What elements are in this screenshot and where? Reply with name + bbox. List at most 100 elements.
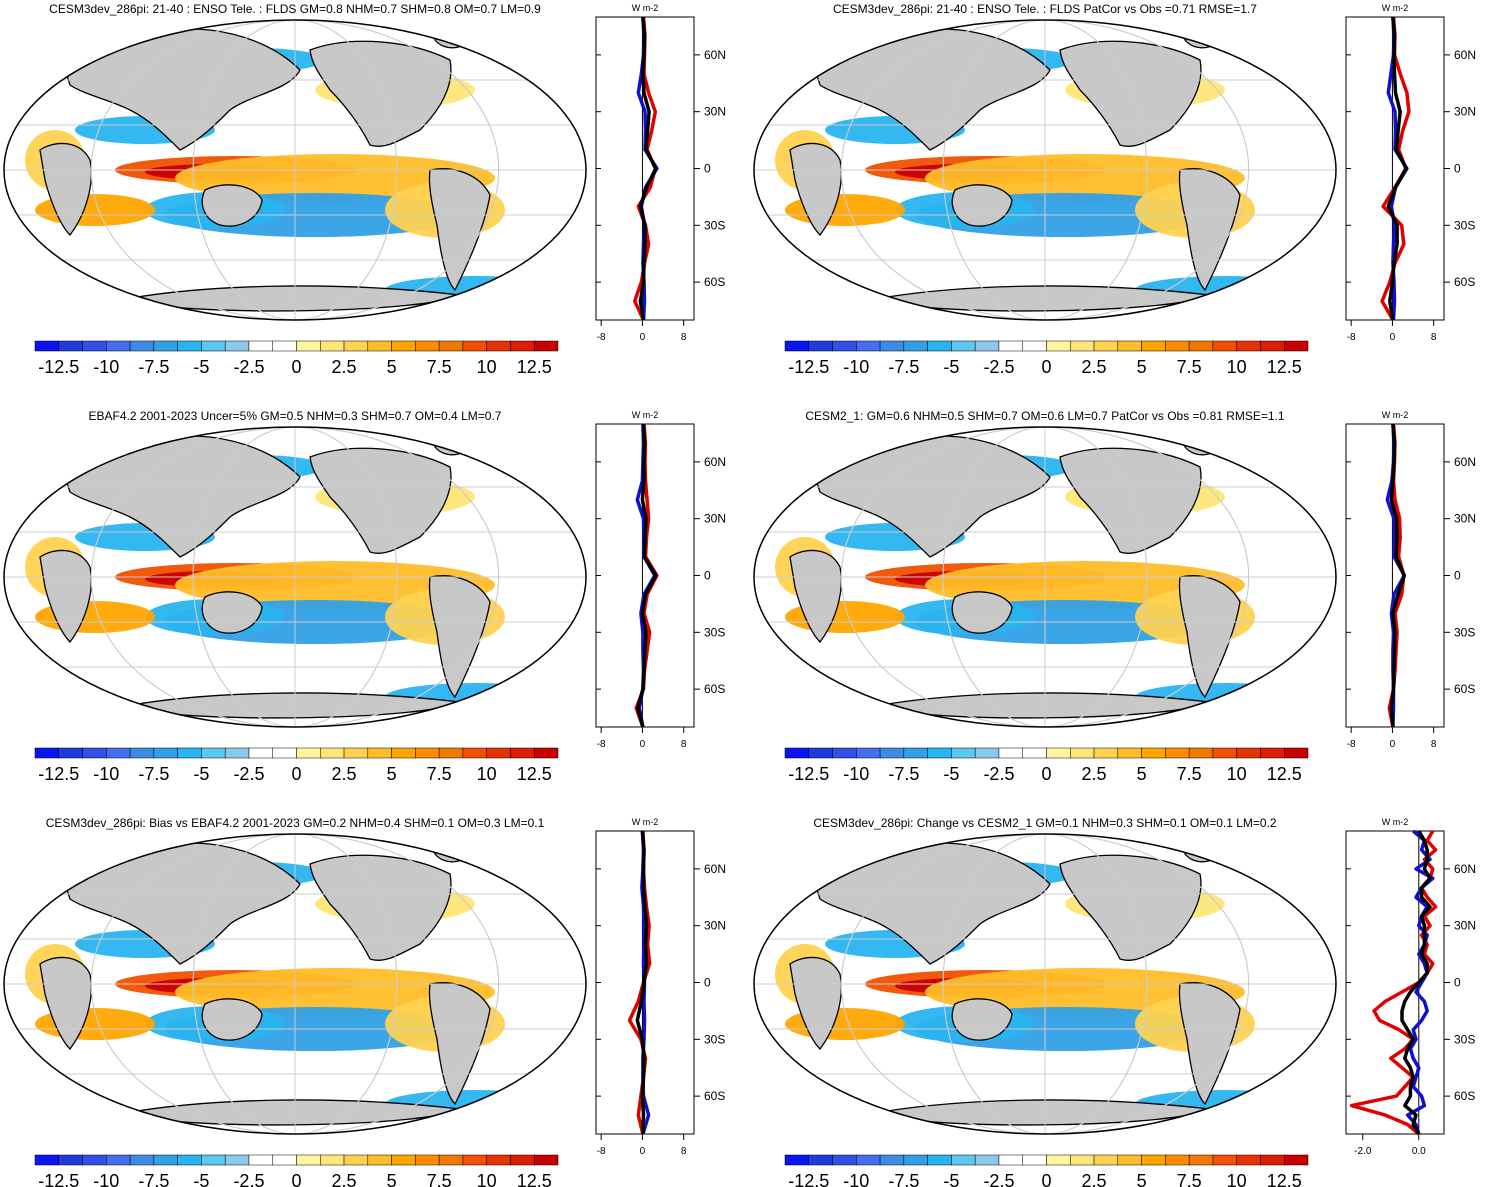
profile-ylabel: 30N [1454,512,1476,526]
colorbar-segment [1188,747,1214,759]
colorbar-segment [784,1154,810,1166]
colorbar-segment [808,1154,833,1166]
profile-ylabel: 0 [1454,976,1461,990]
colorbar-label: 7.5 [427,1171,452,1187]
colorbar-segment [129,1154,155,1166]
zonal-profile: W m-2 60N 30N 0 30S 60S -2.0 0.0 [1345,817,1476,1157]
land-mass [309,447,452,554]
land-mass [39,549,92,643]
land-mass [39,142,92,236]
land-mass [309,854,452,961]
colorbar-segment [1283,340,1309,352]
longitude-gridline [840,427,1250,727]
colorbar-label: -12.5 [788,764,829,784]
profile-line-black [1400,830,1432,1135]
zonal-profile: W m-2 60N 30N 0 30S 60S -8 0 8 [1345,3,1476,343]
profile-xlabel: 0.0 [1412,1146,1426,1157]
colorbar-segment [248,340,273,352]
zonal-profile: W m-2 60N 30N 0 30S 60S -8 0 8 [595,817,726,1157]
colorbar-segment [106,747,131,759]
colorbar-label: 2.5 [332,1171,357,1187]
colorbar-segment [462,1154,487,1166]
zonal-profile: W m-2 60N 30N 0 30S 60S -8 0 8 [1345,410,1476,750]
colorbar-segment [951,340,976,352]
longitude-gridline [90,20,500,320]
colorbar-label: 2.5 [332,764,357,784]
profile-ylabel: 0 [1454,162,1461,176]
colorbar-segment [951,747,976,759]
colorbar-segment [927,747,952,759]
profile-ylabel: 30N [1454,105,1476,119]
colorbar-label: -2.5 [983,1171,1014,1187]
profile-ylabel: 30S [704,218,725,232]
profile-ylabel: 60N [1454,455,1476,469]
colorbar-segment [153,340,178,352]
colorbar-segment [224,1154,250,1166]
profile-ylabel: 60S [1454,1089,1475,1103]
land-mass [1059,854,1202,961]
colorbar-segment [1212,340,1237,352]
colorbar-segment [832,340,857,352]
colorbar-label: 5 [1137,357,1147,377]
longitude-gridline [192,427,398,727]
colorbar-label: -5 [193,1171,209,1187]
colorbar-label: 12.5 [1267,1171,1302,1187]
colorbar-segment [903,747,928,759]
colorbar-label: 7.5 [1177,357,1202,377]
colorbar-segment [1165,1154,1190,1166]
map-panel: CESM3dev_286pi: Change vs CESM2_1 GM=0.1… [753,816,1476,1187]
profile-ylabel: 60S [1454,682,1475,696]
panel-title: CESM3dev_286pi: 21-40 : ENSO Tele. : FLD… [49,2,541,16]
longitude-gridline [90,427,500,727]
colorbar-segment [224,747,250,759]
colorbar-label: -7.5 [138,357,169,377]
profile-line-black [635,830,649,1135]
panel-title: CESM3dev_286pi: Change vs CESM2_1 GM=0.1… [813,816,1277,830]
colorbar-segment [974,340,1000,352]
profile-ylabel: 60S [704,275,725,289]
profile-ylabel: 60N [704,455,726,469]
colorbar-label: 12.5 [1267,357,1302,377]
colorbar-label: -10 [843,764,869,784]
colorbar-label: 0 [291,357,301,377]
profile-ylabel: 60N [704,48,726,62]
profile-ylabel: 60N [1454,48,1476,62]
profile-ylabel: 60N [704,862,726,876]
colorbar-segment [808,340,833,352]
land-mass [309,40,452,147]
colorbar-segment [1141,340,1166,352]
colorbar-label: 0 [291,1171,301,1187]
land-mass [789,956,842,1050]
land-mass [789,142,842,236]
colorbar-segment [510,747,535,759]
colorbar-segment [177,340,202,352]
colorbar-segment [272,340,297,352]
land-mass [1059,447,1202,554]
colorbar-segment [58,340,83,352]
map-globe [4,427,586,727]
profile-ylabel: 60N [1454,862,1476,876]
colorbar-segment [1022,1154,1047,1166]
longitude-gridline [192,834,398,1134]
colorbar-segment [201,747,226,759]
colorbar-label: -10 [93,357,119,377]
colorbar-label: -7.5 [888,764,919,784]
colorbar-segment [998,1154,1023,1166]
colorbar-segment [320,747,345,759]
colorbar-segment [1236,747,1261,759]
profile-xlabel: 8 [681,332,687,343]
colorbar-label: -5 [193,764,209,784]
colorbar-segment [391,747,416,759]
land-mass [201,184,263,227]
colorbar-label: -10 [843,357,869,377]
colorbar-segment [58,747,83,759]
colorbar-label: 5 [387,764,397,784]
colorbar-segment [1093,1154,1119,1166]
colorbar-label: -7.5 [138,764,169,784]
profile-ylabel: 30S [1454,218,1475,232]
colorbar-label: -5 [943,764,959,784]
profile-ylabel: 30S [1454,1032,1475,1046]
profile-ylabel: 30S [704,1032,725,1046]
colorbar-segment [34,747,60,759]
colorbar-segment [153,1154,178,1166]
